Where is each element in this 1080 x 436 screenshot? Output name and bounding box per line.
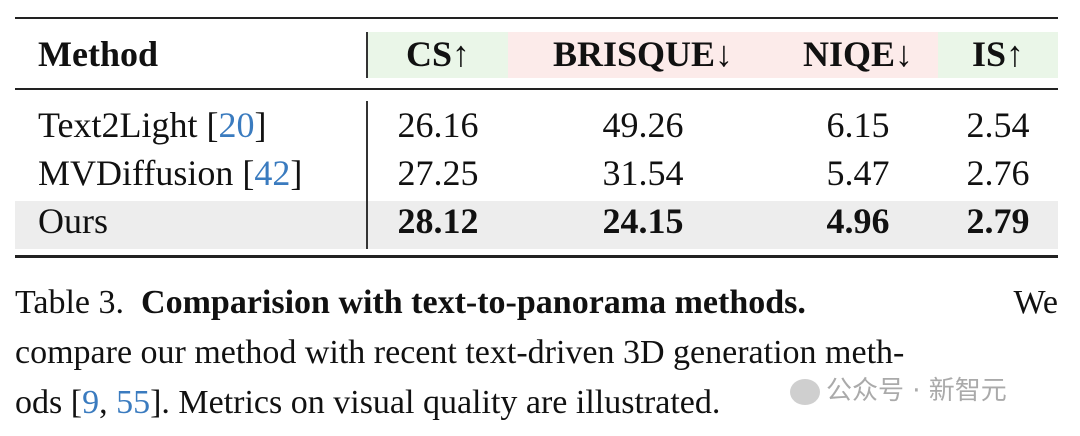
cs-value: 27.25 [397, 153, 479, 193]
column-divider-body [366, 101, 368, 249]
mid-rule [15, 88, 1058, 90]
citation-link[interactable]: 9 [82, 384, 100, 421]
header-brisque-shade [508, 32, 778, 78]
top-rule [15, 17, 1058, 19]
caption-line-3: ods [9, 55]. Metrics on visual quality a… [15, 384, 721, 421]
header-method: Method [38, 34, 158, 74]
is-value: 2.79 [966, 201, 1030, 241]
caption-line-2: compare our method with recent text-driv… [15, 334, 905, 371]
cs-value: 28.12 [397, 201, 479, 241]
header-brisque: BRISQUE↓ [552, 34, 734, 74]
header-cs-shade [368, 32, 508, 78]
caption-line-1-end: We [1013, 284, 1058, 321]
method-label: Text2Light [38, 105, 198, 145]
brisque-value: 49.26 [602, 105, 684, 145]
ours-row-shade [15, 201, 1058, 249]
citation-link[interactable]: 55 [116, 384, 151, 421]
method-name: Text2Light [20] [38, 105, 267, 145]
caption-label: Table 3. [15, 284, 125, 321]
caption-text: ods [ [15, 384, 83, 421]
niqe-value: 6.15 [826, 105, 890, 145]
column-divider [366, 32, 368, 78]
header-is-shade [938, 32, 1058, 78]
niqe-value: 5.47 [826, 153, 890, 193]
caption-line-1: Table 3. Comparision with text-to-panora… [15, 283, 806, 323]
header-niqe: NIQE↓ [802, 34, 914, 74]
header-cs: CS↑ [405, 34, 471, 74]
cs-value: 26.16 [397, 105, 479, 145]
method-name: MVDiffusion [42] [38, 153, 303, 193]
brisque-value: 24.15 [602, 201, 684, 241]
citation-link[interactable]: 42 [254, 153, 291, 193]
watermark: 公众号 · 新智元 [790, 370, 1007, 407]
is-value: 2.76 [966, 153, 1030, 193]
brisque-value: 31.54 [602, 153, 684, 193]
citation-link[interactable]: 20 [218, 105, 255, 145]
bottom-rule [15, 255, 1058, 258]
niqe-value: 4.96 [826, 201, 890, 241]
wechat-logo-icon [790, 378, 820, 405]
caption-text: ]. Metrics on visual quality are illustr… [150, 384, 721, 421]
is-value: 2.54 [966, 105, 1030, 145]
watermark-text: 公众号 · 新智元 [826, 376, 1007, 406]
header-is: IS↑ [971, 34, 1025, 74]
method-name: Ours [38, 201, 108, 241]
method-label: MVDiffusion [38, 153, 234, 193]
header-niqe-shade [778, 32, 938, 78]
caption-title: Comparision with text-to-panorama method… [141, 284, 806, 321]
